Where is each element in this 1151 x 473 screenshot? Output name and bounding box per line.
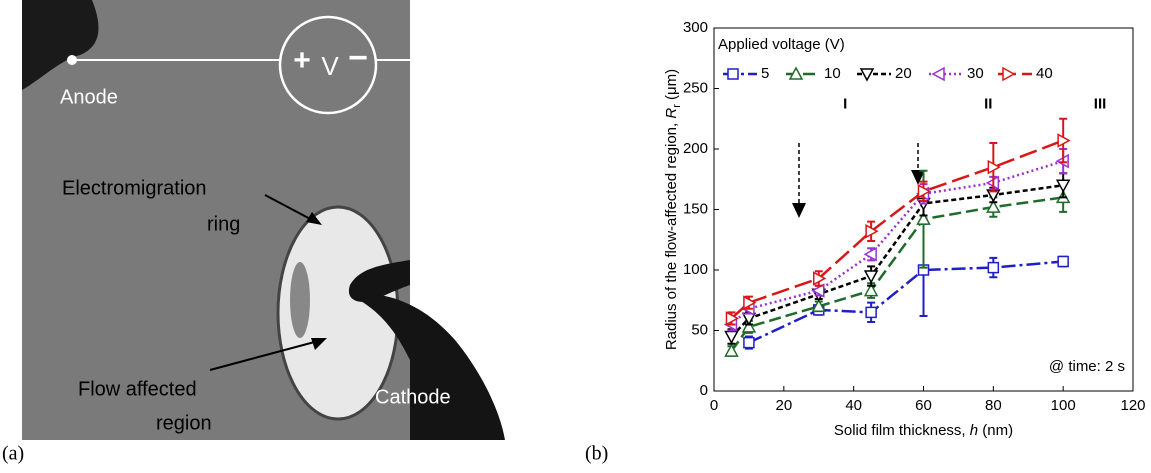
- legend-marker: [931, 66, 945, 82]
- panel-tag: (a): [2, 443, 24, 465]
- arrows: [209, 194, 323, 371]
- x-tick-label: 60: [915, 397, 932, 414]
- anode-tip: [22, 0, 99, 90]
- x-axis-label-part: h: [970, 422, 978, 439]
- probe: [348, 260, 410, 302]
- flow-label: region: [156, 412, 212, 434]
- flow-label: Flow affected: [78, 378, 197, 400]
- x-tick-label: 120: [1120, 397, 1145, 414]
- note: @ time: 2 s: [1049, 358, 1125, 375]
- marker: [987, 261, 1000, 274]
- marker: [916, 211, 931, 225]
- marker: [743, 336, 755, 349]
- region-label: II: [984, 96, 992, 113]
- region-arrowheads: [792, 170, 925, 218]
- marker: [741, 319, 757, 333]
- marker: [863, 247, 877, 262]
- y-axis-label-part: R: [663, 108, 680, 119]
- ring-label: ring: [207, 213, 240, 235]
- voltage: V: [321, 51, 339, 81]
- y-tick-label: 250: [683, 79, 708, 96]
- dark-patch: [290, 262, 310, 338]
- legend-label: 5: [761, 65, 769, 82]
- y-tick-label: 50: [691, 321, 708, 338]
- legend-marker: [1002, 66, 1016, 82]
- legend-title: Applied voltage (V): [718, 36, 845, 53]
- marker: [811, 298, 827, 313]
- minus: −: [348, 39, 368, 77]
- marker: [743, 295, 757, 310]
- terminal: [67, 55, 77, 65]
- marker: [986, 199, 1001, 213]
- legend-label: 10: [824, 65, 841, 82]
- y-tick-label: 0: [700, 382, 708, 399]
- region-arrows: [798, 143, 919, 205]
- legend-label: 20: [895, 65, 912, 82]
- marker: [725, 311, 740, 326]
- marker: [1057, 255, 1069, 268]
- y-tick-label: 100: [683, 261, 708, 278]
- marker: [724, 343, 739, 357]
- region-label: III: [1094, 96, 1107, 113]
- x-tick-label: 40: [845, 397, 862, 414]
- marker: [863, 270, 879, 284]
- y-tick-label: 200: [683, 140, 708, 157]
- panel-tag: (b): [585, 443, 608, 465]
- anode-label: Anode: [60, 86, 118, 108]
- x-tick-label: 80: [985, 397, 1002, 414]
- legend-marker: [788, 66, 804, 80]
- marker: [724, 330, 739, 345]
- cathode-label: Cathode: [375, 386, 451, 408]
- plus: +: [293, 44, 311, 77]
- series-line: [730, 184, 1064, 338]
- marker: [813, 271, 827, 286]
- wire: [376, 59, 497, 348]
- marker: [865, 224, 879, 239]
- marker: [1057, 133, 1071, 148]
- probe-body: [350, 293, 505, 440]
- legend-marker: [727, 68, 739, 80]
- series-line: [748, 260, 1064, 344]
- y-tick-label: 300: [683, 19, 708, 36]
- y-tick-label: 150: [683, 200, 708, 217]
- series-line: [730, 159, 1064, 326]
- x-axis-label: Solid film thickness, h (nm): [834, 422, 1013, 439]
- marker: [1055, 179, 1071, 193]
- x-axis-label-part: (nm): [978, 422, 1013, 439]
- legend-marker: [859, 68, 875, 82]
- marker: [811, 283, 825, 298]
- x-tick-label: 20: [775, 397, 792, 414]
- x-tick-label: 0: [710, 397, 718, 414]
- ring-label: Electromigration: [62, 177, 207, 199]
- y-axis-label: Radius of the flow-affected region, Rr (…: [663, 69, 683, 350]
- marker: [987, 159, 1001, 175]
- legend-label: 40: [1036, 65, 1053, 82]
- marker: [863, 283, 879, 297]
- terminal: [491, 343, 501, 353]
- marker: [865, 306, 877, 319]
- photo-panel: + V − Anode Cathode Electromigration rin…: [2, 0, 505, 465]
- meter: [278, 15, 378, 115]
- y-axis-label-part: r: [671, 104, 683, 108]
- y-axis-label-part: (μm): [663, 69, 680, 104]
- marker: [917, 184, 932, 199]
- x-tick-label: 100: [1051, 397, 1076, 414]
- x-axis-label-part: Solid film thickness,: [834, 422, 970, 439]
- y-axis-label-part: Radius of the flow-affected region,: [663, 119, 680, 351]
- legend-label: 30: [967, 65, 984, 82]
- region-label: I: [843, 96, 847, 113]
